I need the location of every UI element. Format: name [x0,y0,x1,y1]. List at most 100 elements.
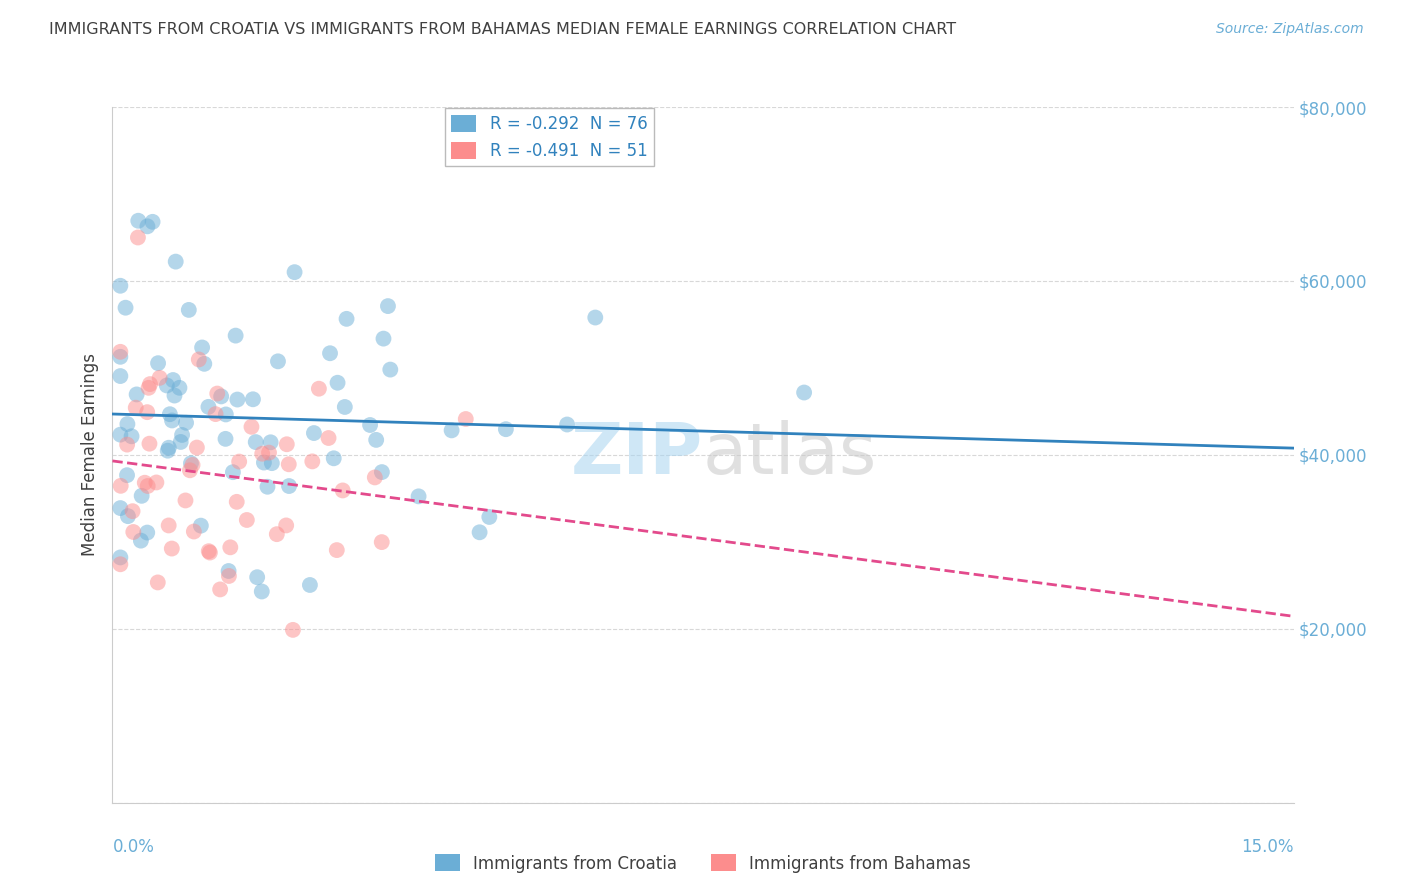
Point [278,479,301,493]
Point [136,525,159,540]
Point [359,417,381,432]
Text: 0.0%: 0.0% [112,838,155,855]
Point [136,405,159,419]
Legend: Immigrants from Croatia, Immigrants from Bahamas: Immigrants from Croatia, Immigrants from… [429,847,977,880]
Point [121,504,143,518]
Point [121,429,143,443]
Point [245,435,267,450]
Point [110,479,132,493]
Point [134,475,156,490]
Point [139,377,162,392]
Text: 15.0%: 15.0% [1241,838,1294,855]
Point [302,425,325,440]
Point [284,265,307,279]
Point [110,427,132,442]
Point [162,373,184,387]
Point [174,416,197,430]
Point [110,369,132,384]
Point [209,582,232,597]
Point [181,458,204,472]
Point [240,419,263,434]
Point [157,518,180,533]
Point [335,311,357,326]
Point [127,230,149,244]
Point [440,423,463,437]
Point [136,479,159,493]
Legend: R = -0.292  N = 76, R = -0.491  N = 51: R = -0.292 N = 76, R = -0.491 N = 51 [444,109,654,167]
Point [183,524,205,539]
Point [308,382,330,396]
Point [186,441,208,455]
Point [228,454,250,468]
Point [163,388,186,402]
Point [298,578,321,592]
Point [326,376,349,390]
Point [408,489,430,503]
Point [555,417,578,432]
Point [114,301,136,315]
Point [142,215,165,229]
Point [131,489,153,503]
Point [478,510,501,524]
Point [326,543,349,558]
Point [583,310,606,325]
Point [333,400,356,414]
Point [117,509,139,524]
Point [373,332,395,346]
Point [256,480,278,494]
Point [301,454,323,468]
Point [146,356,169,370]
Point [165,254,187,268]
Point [377,299,399,313]
Point [218,569,240,583]
Point [177,302,200,317]
Point [157,441,180,455]
Point [198,545,221,559]
Point [246,570,269,584]
Point [187,352,209,367]
Point [252,447,274,461]
Text: IMMIGRANTS FROM CROATIA VS IMMIGRANTS FROM BAHAMAS MEDIAN FEMALE EARNINGS CORREL: IMMIGRANTS FROM CROATIA VS IMMIGRANTS FR… [49,22,956,37]
Point [468,525,491,540]
Point [146,575,169,590]
Point [204,407,226,421]
Point [366,433,388,447]
Point [225,495,247,509]
Point [380,362,402,376]
Point [127,213,149,227]
Point [197,544,219,558]
Point [149,371,172,385]
Point [180,456,202,470]
Point [110,278,132,293]
Point [110,550,132,565]
Point [179,463,201,477]
Point [170,434,193,449]
Point [277,457,299,471]
Point [281,623,304,637]
Point [160,541,183,556]
Point [242,392,264,407]
Point [193,357,215,371]
Point [110,558,132,572]
Point [191,341,214,355]
Point [793,385,815,400]
Point [197,400,219,414]
Point [159,407,181,421]
Point [259,435,281,450]
Point [156,378,179,392]
Point [160,413,183,427]
Text: ZIP: ZIP [571,420,703,490]
Point [371,535,394,549]
Point [207,386,229,401]
Point [215,408,238,422]
Point [138,436,160,450]
Point [322,451,344,466]
Point [110,350,132,364]
Point [115,468,138,483]
Point [138,381,160,395]
Point [276,518,298,533]
Point [219,541,242,555]
Point [267,354,290,368]
Y-axis label: Median Female Earnings: Median Female Earnings [80,353,98,557]
Point [257,445,280,459]
